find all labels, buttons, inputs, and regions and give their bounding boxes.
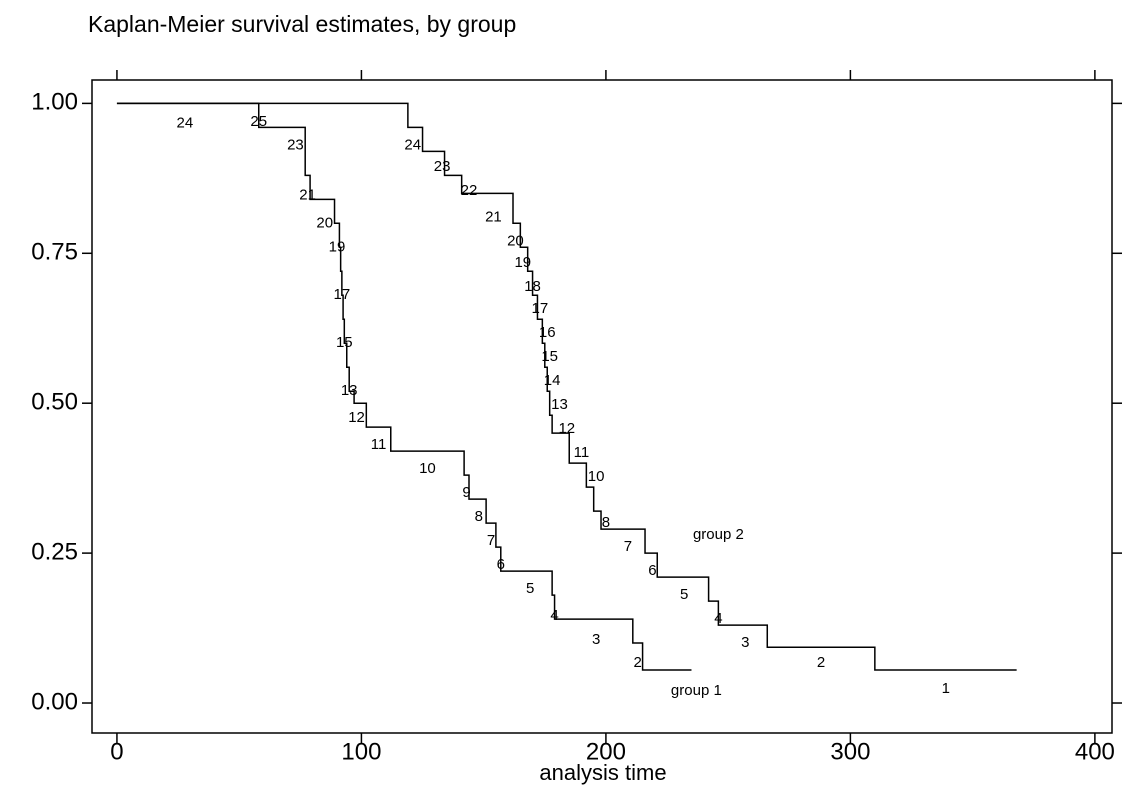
x-tick-label: 400	[1075, 738, 1115, 765]
at-risk-label: 15	[541, 348, 558, 365]
at-risk-label: 6	[648, 562, 656, 579]
at-risk-label: 13	[341, 382, 358, 399]
at-risk-label: 9	[462, 484, 470, 501]
at-risk-label: 6	[497, 556, 505, 573]
at-risk-label: 13	[551, 396, 568, 413]
at-risk-label: 14	[544, 372, 561, 389]
at-risk-label: group 1	[671, 682, 722, 699]
at-risk-label: 10	[419, 460, 436, 477]
at-risk-label: 8	[602, 514, 610, 531]
at-risk-label: 3	[741, 634, 749, 651]
at-risk-label: 4	[550, 607, 558, 624]
at-risk-label: 4	[714, 610, 722, 627]
at-risk-label: 20	[316, 214, 333, 231]
at-risk-label: 24	[177, 115, 194, 132]
survival-curve	[116, 102, 692, 671]
at-risk-label: 21	[485, 208, 502, 225]
x-axis-label: analysis time	[539, 760, 666, 785]
at-risk-label: 20	[507, 232, 524, 249]
x-tick-label: 300	[830, 738, 870, 765]
survival-curve	[116, 102, 1017, 671]
x-tick-label: 200	[586, 738, 626, 765]
at-risk-label: 19	[329, 238, 346, 255]
at-risk-label: 12	[558, 420, 575, 437]
y-tick-label: 0.25	[31, 538, 78, 565]
at-risk-label: 2	[817, 654, 825, 671]
at-risk-label: 21	[299, 187, 316, 204]
at-risk-label: 5	[526, 580, 534, 597]
at-risk-label: 8	[475, 508, 483, 525]
at-risk-label: 19	[514, 254, 531, 271]
at-risk-label: 17	[532, 300, 549, 317]
at-risk-label: 23	[434, 158, 451, 175]
at-risk-label: 7	[624, 538, 632, 555]
at-risk-label: 10	[588, 468, 605, 485]
at-risk-label: 12	[348, 409, 365, 426]
at-risk-label: 25	[250, 113, 267, 130]
x-tick-label: 0	[110, 738, 123, 765]
at-risk-label: 16	[539, 324, 556, 341]
plot-frame	[91, 79, 1113, 734]
at-risk-label: 22	[461, 182, 478, 199]
at-risk-label: 11	[574, 444, 590, 461]
at-risk-label: 5	[680, 586, 688, 603]
y-tick-label: 1.00	[31, 89, 78, 116]
at-risk-label: 11	[371, 436, 387, 453]
at-risk-label: 23	[287, 136, 304, 153]
y-tick-label: 0.00	[31, 688, 78, 715]
at-risk-label: 18	[524, 278, 541, 295]
at-risk-label: 7	[487, 532, 495, 549]
at-risk-label: 2	[634, 654, 642, 671]
at-risk-label: 17	[334, 286, 351, 303]
y-tick-label: 0.75	[31, 239, 78, 266]
at-risk-label: 24	[404, 136, 421, 153]
at-risk-label: 1	[942, 680, 950, 697]
at-risk-label: 15	[336, 334, 353, 351]
chart-title: Kaplan-Meier survival estimates, by grou…	[88, 11, 516, 37]
at-risk-label: group 2	[693, 526, 744, 543]
x-tick-label: 100	[341, 738, 381, 765]
at-risk-label: 3	[592, 631, 600, 648]
y-tick-label: 0.50	[31, 389, 78, 416]
